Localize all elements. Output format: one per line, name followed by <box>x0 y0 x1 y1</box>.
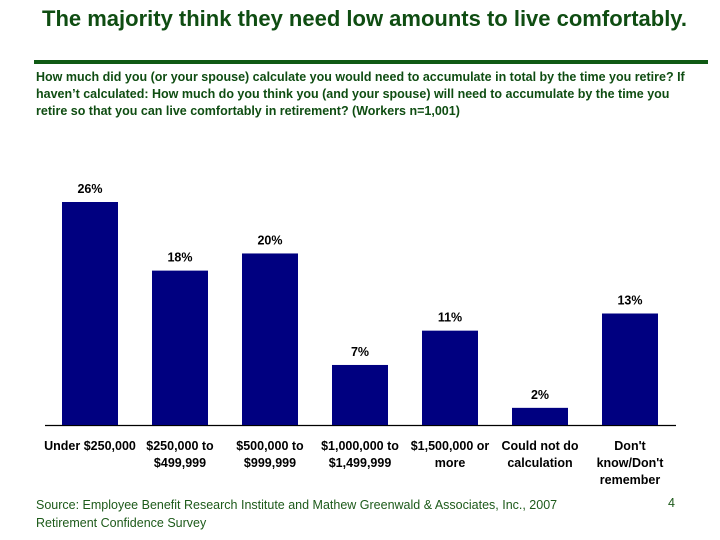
category-label: $1,500,000 or more <box>410 439 490 470</box>
bar <box>602 313 658 425</box>
title-divider <box>34 60 708 64</box>
survey-question: How much did you (or your spouse) calcul… <box>36 70 685 118</box>
bar <box>332 364 388 425</box>
data-label: 2% <box>531 388 549 402</box>
bar <box>62 202 118 425</box>
bar <box>512 407 568 425</box>
category-label: Could not do calculation <box>501 439 579 470</box>
category-label: Don't know/Don't remember <box>596 439 664 487</box>
bar <box>422 330 478 425</box>
data-label: 11% <box>438 311 462 325</box>
category-label: $500,000 to $999,999 <box>236 439 304 470</box>
category-label: Under $250,000 <box>44 439 136 453</box>
bar <box>152 270 208 425</box>
slide-title: The majority think they need low amounts… <box>42 6 688 31</box>
data-label: 13% <box>617 294 642 308</box>
data-label: 7% <box>351 345 369 359</box>
category-label: $1,000,000 to $1,499,999 <box>321 439 399 470</box>
page-number: 4 <box>668 496 675 510</box>
bar <box>242 253 298 425</box>
data-label: 20% <box>257 233 282 247</box>
data-label: 18% <box>167 251 192 265</box>
data-label: 26% <box>77 182 102 196</box>
source-note: Source: Employee Benefit Research Instit… <box>36 498 558 530</box>
category-label: $250,000 to $499,999 <box>146 439 214 470</box>
